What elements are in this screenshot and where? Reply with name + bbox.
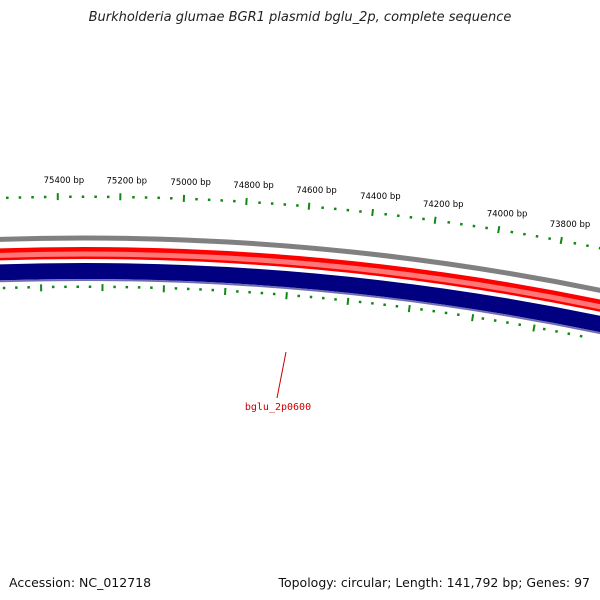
- inner-major-tick: [407, 305, 411, 313]
- ruler-tick-label: 74600 bp: [296, 186, 337, 196]
- outer-ruler: 75400 bp 75200 bp 75000 bp 74800 bp 74600 bp…: [6, 176, 600, 250]
- genome-summary: Topology: circular; Length: 141,792 bp; …: [278, 575, 590, 590]
- inner-major-tick: [532, 324, 536, 332]
- ruler-tick-label: 75000 bp: [170, 178, 211, 188]
- ruler-tick-label: 74400 bp: [360, 192, 401, 202]
- accession-label: Accession: NC_012718: [9, 575, 152, 590]
- gene-annotation: bglu_2p0600: [245, 351, 311, 413]
- inner-minor-ticks: [2, 285, 583, 338]
- forward-strand-track-light[interactable]: [0, 251, 600, 320]
- ruler-tick-label: 75200 bp: [107, 176, 148, 186]
- ruler-tick-label: 74800 bp: [233, 181, 274, 191]
- backbone-track: [0, 235, 600, 293]
- inner-major-tick: [285, 292, 288, 300]
- ruler-tick-labels: 75400 bp 75200 bp 75000 bp 74800 bp 74600 bp…: [44, 176, 591, 230]
- reverse-strand-ring: [0, 263, 600, 336]
- inner-major-tick: [471, 314, 475, 322]
- ruler-tick-label: 73800 bp: [550, 220, 591, 230]
- outer-minor-ticks: [6, 195, 600, 250]
- ruler-tick-label: 74000 bp: [487, 209, 528, 219]
- ruler-major-tick: [307, 202, 311, 210]
- gene-label-leader: [276, 351, 287, 399]
- inner-major-ticks: [40, 284, 536, 332]
- inner-major-tick: [346, 297, 350, 305]
- map-title: Burkholderia glumae BGR1 plasmid bglu_2p…: [88, 10, 512, 25]
- forward-strand-ring: [0, 247, 600, 320]
- outer-major-ticks: [56, 193, 563, 245]
- ruler-tick-label: 74200 bp: [423, 200, 464, 210]
- reverse-strand-edge: [0, 278, 600, 335]
- ruler-tick-label: 75400 bp: [44, 176, 85, 186]
- ruler-major-tick: [433, 216, 437, 224]
- ruler-major-tick: [497, 226, 501, 234]
- backbone-ring: [0, 235, 600, 293]
- inner-ruler: [2, 284, 583, 338]
- gene-label-bglu_2p0600[interactable]: bglu_2p0600: [245, 402, 311, 413]
- reverse-strand-track[interactable]: [0, 263, 600, 336]
- ruler-major-tick: [371, 208, 374, 217]
- ruler-major-tick: [559, 236, 563, 245]
